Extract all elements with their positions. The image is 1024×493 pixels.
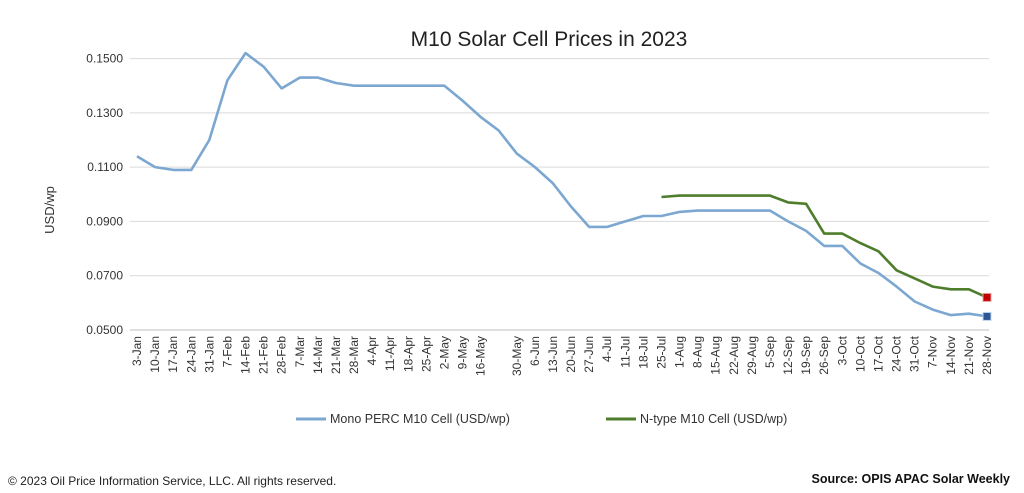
x-tick-label: 29-Aug [745,336,759,375]
y-tick-label: 0.0700 [86,269,123,283]
x-tick-label: 25-Jul [654,336,668,369]
x-tick-label: 28-Feb [275,336,289,374]
y-tick-label: 0.0500 [86,323,123,337]
x-tick-label: 25-Apr [419,336,433,372]
x-tick-label: 14-Mar [311,336,325,374]
x-tick-label: 6-Jun [528,336,542,366]
x-tick-label: 17-Jan [166,336,180,373]
x-tick-label: 24-Jan [184,336,198,373]
x-tick-label: 8-Aug [691,336,705,368]
copyright-notice: © 2023 Oil Price Information Service, LL… [8,474,337,488]
legend-label-mono-perc: Mono PERC M10 Cell (USD/wp) [330,412,510,426]
x-tick-label: 14-Feb [239,336,253,374]
x-tick-label: 9-May [456,336,470,369]
x-tick-label: 24-Oct [890,335,904,372]
x-tick-label: 21-Feb [257,336,271,374]
chart-title: M10 Solar Cell Prices in 2023 [411,28,688,51]
x-tick-label: 31-Jan [202,336,216,373]
x-tick-label: 19-Sep [799,336,813,375]
x-tick-label: 21-Mar [329,336,343,374]
y-tick-label: 0.1500 [86,52,123,66]
x-axis-ticks: 3-Jan 10-Jan 17-Jan 24-Jan 31-Jan 7-Feb 14-Feb… [130,335,994,376]
series-line-mono-perc [136,51,988,318]
x-tick-label: 1-Aug [673,336,687,368]
end-marker-n-type [982,292,992,302]
series-line-n-type [661,194,988,299]
y-tick-label: 0.0900 [86,214,123,228]
y-axis-ticks: 0.0500 0.0700 0.0900 0.1100 0.1300 0.1500 [86,52,123,337]
x-tick-label: 21-Nov [962,336,976,375]
x-tick-label: 18-Apr [401,336,415,372]
x-tick-label: 31-Oct [908,335,922,372]
x-tick-label: 27-Jun [582,336,596,373]
x-tick-label: 5-Sep [763,336,777,368]
x-tick-label: 28-Nov [980,336,994,375]
x-tick-label: 14-Nov [944,336,958,375]
x-tick-label: 13-Jun [546,336,560,373]
x-tick-label: 12-Sep [781,336,795,375]
x-tick-label: 10-Oct [853,335,867,372]
x-tick-label: 15-Aug [709,336,723,375]
x-tick-label: 7-Mar [293,336,307,367]
source-note: Source: OPIS APAC Solar Weekly [811,472,1010,486]
x-tick-label: 7-Nov [926,336,940,368]
x-tick-label: 4-Jul [600,336,614,362]
x-tick-label: 28-Mar [347,336,361,374]
legend-label-n-type: N-type M10 Cell (USD/wp) [640,412,787,426]
x-tick-label: 4-Apr [365,336,379,365]
x-tick-label: 7-Feb [220,336,234,368]
legend: Mono PERC M10 Cell (USD/wp) N-type M10 C… [296,412,787,426]
x-tick-label: 18-Jul [636,336,650,369]
series-lines [136,51,992,321]
gridlines [130,58,989,277]
x-tick-label: 17-Oct [871,335,885,372]
x-tick-label: 20-Jun [564,336,578,373]
x-tick-label: 2-May [437,336,451,369]
x-tick-label: 30-May [510,336,524,376]
x-tick-label: 26-Sep [817,336,831,375]
x-tick-label: 3-Oct [835,335,849,365]
end-marker-mono-perc [982,311,992,321]
x-tick-label: 22-Aug [727,336,741,375]
x-tick-label: 16-May [474,336,488,376]
x-tick-label: 3-Jan [130,336,144,366]
x-tick-label: 10-Jan [148,336,162,373]
x-tick-label: 11-Jul [618,336,632,368]
x-tick-label: 11-Apr [383,336,397,371]
y-axis-label: USD/wp [42,186,57,234]
y-tick-label: 0.1300 [86,106,123,120]
y-tick-label: 0.1100 [87,160,123,174]
